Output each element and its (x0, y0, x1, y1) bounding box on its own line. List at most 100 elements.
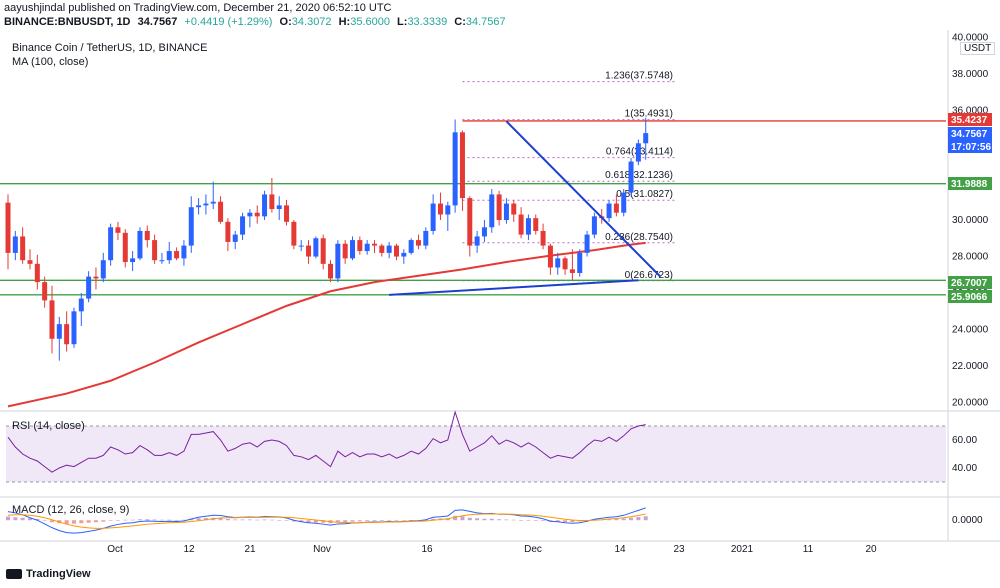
candle-body (181, 245, 187, 259)
candle-body (445, 205, 451, 215)
candle-body (635, 143, 641, 162)
candle-body (562, 258, 568, 270)
price-tick-label: 38.0000 (952, 69, 989, 80)
rsi-band (6, 426, 946, 482)
low-value: 33.3339 (407, 16, 448, 28)
macd-histogram-bar (643, 516, 648, 521)
candle-body (489, 194, 495, 228)
candle-body (342, 243, 348, 259)
close-value: 34.7567 (465, 16, 506, 28)
price-tag (948, 276, 992, 289)
macd-histogram-bar (284, 520, 289, 521)
ma-label: MA (100, close) (12, 56, 89, 68)
macd-histogram-bar (6, 516, 10, 521)
candle-body (291, 221, 297, 246)
candle-body (408, 240, 414, 253)
candle-body (144, 230, 150, 241)
date-tick-label: 23 (673, 544, 685, 555)
candle-body (93, 276, 99, 279)
candle-body (591, 216, 597, 235)
macd-histogram-bar (13, 517, 18, 521)
currency-label[interactable]: USDT (960, 42, 996, 55)
date-tick-label: Dec (524, 544, 542, 555)
candle-body (459, 132, 465, 199)
price-tick-label: 30.0000 (952, 215, 989, 226)
candle-body (606, 203, 612, 219)
macd-histogram-bar (533, 520, 538, 521)
open-label: O: (279, 16, 292, 28)
macd-histogram-bar (255, 519, 260, 521)
price-tick-label: 40.0000 (952, 32, 989, 43)
candle-body (372, 243, 377, 246)
candle-body (313, 238, 319, 257)
macd-histogram-bar (372, 520, 377, 521)
price-tag-label: 25.9066 (951, 292, 988, 303)
candle-body (511, 203, 517, 215)
macd-line (7, 507, 646, 534)
macd-histogram-bar (167, 519, 172, 521)
candle-body (225, 221, 231, 242)
macd-histogram-bar (218, 518, 223, 521)
price-tick-label: 22.0000 (952, 361, 989, 372)
macd-histogram-bar (541, 520, 546, 521)
rsi-line (7, 410, 646, 473)
candle-body (364, 243, 370, 252)
macd-histogram-bar (431, 518, 436, 521)
macd-label: MACD (12, 26, close, 9) (12, 504, 130, 516)
macd-histogram-bar (555, 520, 560, 522)
candle-body (247, 212, 253, 217)
price-tag (948, 127, 992, 140)
candle-body (276, 205, 282, 210)
candle-body (203, 203, 209, 206)
close-label: C: (454, 16, 466, 28)
date-tick-label: Nov (313, 544, 331, 555)
macd-histogram-bar (233, 519, 238, 521)
macd-histogram-bar (313, 520, 318, 523)
candle-body (240, 216, 246, 235)
candle-body (569, 269, 575, 273)
macd-histogram-bar (357, 520, 362, 522)
date-tick-label: 11 (803, 544, 814, 555)
candle-body (503, 203, 509, 220)
tradingview-logo[interactable]: TradingView (6, 568, 91, 580)
candle-body (335, 243, 341, 279)
macd-histogram-bar (394, 520, 399, 521)
fib-level-label: 1(35.4931) (625, 109, 673, 120)
macd-histogram-bar (145, 519, 150, 521)
macd-histogram-bar (291, 520, 296, 522)
price-tag-label: 17:07:56 (951, 142, 991, 153)
candle-body (584, 234, 590, 253)
date-tick-label: 16 (421, 544, 433, 555)
date-tick-label: Oct (107, 544, 123, 555)
candle-body (298, 245, 304, 247)
macd-histogram-bar (350, 520, 355, 522)
candle-body (379, 245, 385, 253)
candle-body (452, 132, 458, 206)
macd-histogram-bar (335, 520, 340, 523)
macd-histogram-bar (247, 519, 252, 521)
candle-body (159, 260, 165, 262)
candle-body (306, 245, 312, 257)
macd-histogram-bar (159, 519, 164, 521)
macd-histogram-bar (497, 519, 502, 521)
rsi-tick-label: 40.00 (952, 463, 977, 474)
macd-histogram-bar (174, 519, 179, 521)
candle-body (49, 300, 55, 339)
macd-histogram-bar (365, 520, 370, 522)
macd-histogram-bar (387, 520, 392, 521)
macd-histogram-bar (108, 520, 113, 521)
price-tick-label: 20.0000 (952, 398, 989, 409)
price-tick-label: 36.0000 (952, 105, 989, 116)
candle-body (122, 232, 128, 263)
candle-body (437, 203, 443, 215)
brand-text: TradingView (26, 568, 91, 580)
macd-histogram-bar (123, 519, 128, 521)
macd-histogram-bar (152, 519, 157, 521)
macd-histogram-bar (101, 520, 106, 522)
candle-body (218, 201, 224, 222)
candle-body (188, 207, 194, 246)
symbol-text: BINANCE:BNBUSDT, 1D (4, 16, 131, 28)
high-label: H: (338, 16, 351, 28)
candle-body (174, 251, 180, 259)
